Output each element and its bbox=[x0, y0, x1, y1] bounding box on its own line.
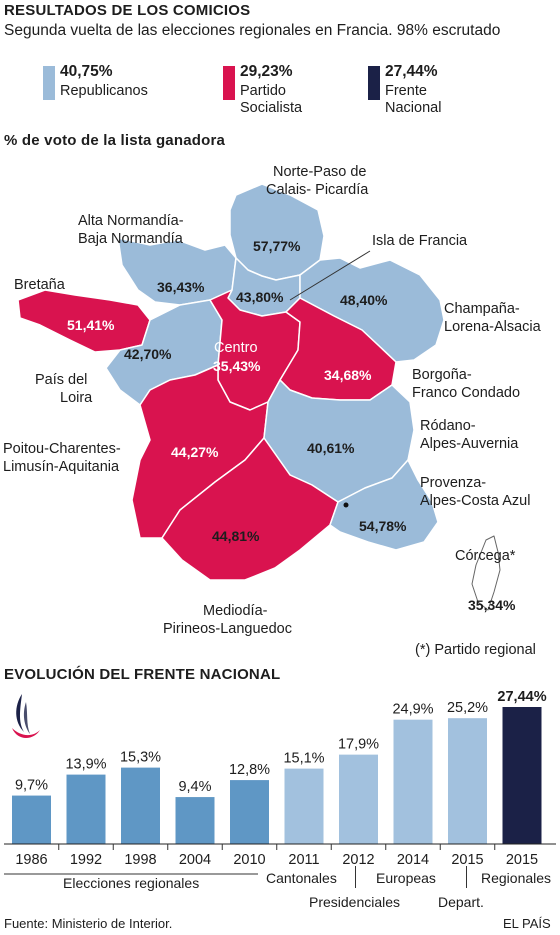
legend-name-frente-2: Nacional bbox=[385, 100, 442, 116]
bar-2015-8 bbox=[448, 718, 487, 844]
x-tick-label-2: 1998 bbox=[124, 852, 156, 868]
bar-value-label-3: 9,4% bbox=[178, 779, 211, 795]
legend-name-socialista-2: Socialista bbox=[240, 100, 303, 116]
region-name-poitou-1: Poitou-Charentes- bbox=[3, 441, 121, 457]
region-name-borgona-1: Borgoña- bbox=[412, 367, 472, 383]
bar-value-label-4: 12,8% bbox=[229, 762, 270, 778]
bar-2011-5 bbox=[284, 768, 324, 844]
group-label-regionales-2015: Regionales bbox=[481, 870, 552, 886]
region-name-rodano-2: Alpes-Auvernia bbox=[420, 436, 519, 452]
bar-value-label-8: 25,2% bbox=[447, 700, 488, 716]
region-pct-loira: 42,70% bbox=[124, 346, 172, 362]
region-pct-normandia: 36,43% bbox=[157, 279, 205, 295]
legend-name-socialista-1: Partido bbox=[240, 83, 286, 99]
x-tick-label-6: 2012 bbox=[342, 852, 374, 868]
bar-value-label-0: 9,7% bbox=[15, 778, 48, 794]
group-label-europeas: Europeas bbox=[376, 870, 436, 886]
legend-pct-republicanos: 40,75% bbox=[60, 63, 113, 80]
legend-pct-socialista: 29,23% bbox=[240, 63, 293, 80]
region-name-champana-2: Lorena-Alsacia bbox=[444, 319, 541, 335]
region-name-rodano-1: Ródano- bbox=[420, 418, 476, 434]
region-name-mediodia-1: Mediodía- bbox=[203, 603, 268, 619]
region-name-bretana: Bretaña bbox=[14, 277, 65, 293]
region-name-norte-1: Norte-Paso de bbox=[273, 164, 367, 180]
region-pct-centro: 35,43% bbox=[213, 358, 261, 374]
city-dot bbox=[343, 502, 349, 508]
region-name-normandia-1: Alta Normandía- bbox=[78, 213, 184, 229]
bar-2004-3 bbox=[175, 797, 215, 844]
legend-swatch-socialista bbox=[223, 66, 235, 100]
bar-1992-1 bbox=[66, 774, 106, 844]
bar-2015-9 bbox=[502, 707, 542, 844]
group-tick-depart bbox=[466, 866, 467, 888]
x-tick-label-4: 2010 bbox=[233, 852, 265, 868]
group-label-presidenciales: Presidenciales bbox=[309, 894, 401, 910]
x-tick-label-9: 2015 bbox=[506, 852, 538, 868]
region-pct-corcega: 35,34% bbox=[468, 597, 516, 613]
legend-pct-frente: 27,44% bbox=[385, 63, 438, 80]
region-name-loira-1: País del bbox=[35, 372, 88, 388]
chart-title: EVOLUCIÓN DEL FRENTE NACIONAL bbox=[4, 666, 281, 683]
x-tick-label-3: 2004 bbox=[179, 852, 211, 868]
region-name-borgona-2: Franco Condado bbox=[412, 385, 521, 401]
map-heading: % de voto de la lista ganadora bbox=[4, 132, 226, 149]
region-name-poitou-2: Limusín-Aquitania bbox=[3, 459, 120, 475]
region-pct-norte: 57,77% bbox=[253, 238, 301, 254]
group-label-depart: Depart. bbox=[438, 894, 484, 910]
region-name-isla: Isla de Francia bbox=[372, 233, 468, 249]
region-name-provenza-2: Alpes-Costa Azul bbox=[420, 493, 531, 509]
region-name-corcega: Córcega* bbox=[455, 548, 516, 564]
group-label-regionales: Elecciones regionales bbox=[63, 875, 200, 891]
region-pct-isla: 43,80% bbox=[236, 289, 284, 305]
region-name-mediodia-2: Pirineos-Languedoc bbox=[163, 621, 292, 637]
region-corcega bbox=[471, 535, 501, 611]
x-tick-label-7: 2014 bbox=[397, 852, 429, 868]
page-title: RESULTADOS DE LOS COMICIOS bbox=[4, 2, 251, 19]
region-name-centro: Centro bbox=[214, 340, 258, 356]
bar-chart: 9,7% 13,9% 15,3% 9,4% 12,8% 15,1% 17,9% 24,9% 25… bbox=[4, 690, 556, 875]
bar-value-label-2: 15,3% bbox=[120, 750, 161, 766]
region-name-loira-2: Loira bbox=[60, 390, 93, 406]
bar-value-label-6: 17,9% bbox=[338, 737, 379, 753]
bar-value-label-7: 24,9% bbox=[392, 702, 433, 718]
region-provenza bbox=[329, 459, 439, 551]
bar-value-label-9: 27,44% bbox=[497, 690, 546, 705]
page-subtitle: Segunda vuelta de las elecciones regiona… bbox=[4, 22, 501, 39]
legend-swatch-republicanos bbox=[43, 66, 55, 100]
region-pct-poitou: 44,27% bbox=[171, 444, 219, 460]
bar-value-label-5: 15,1% bbox=[283, 751, 324, 767]
region-name-norte-2: Calais- Picardía bbox=[266, 182, 369, 198]
frente-nacional-flame-icon bbox=[12, 694, 40, 738]
legend-name-frente-1: Frente bbox=[385, 83, 427, 99]
region-pct-mediodia: 44,81% bbox=[212, 528, 260, 544]
bar-2012-6 bbox=[339, 754, 378, 844]
x-tick-label-1: 1992 bbox=[70, 852, 102, 868]
brand-label: EL PAÍS bbox=[503, 916, 551, 931]
legend-name-republicanos: Republicanos bbox=[60, 83, 148, 99]
bar-1986-0 bbox=[12, 795, 51, 844]
legend-swatch-frente bbox=[368, 66, 380, 100]
region-pct-provenza: 54,78% bbox=[359, 518, 407, 534]
region-pct-rodano: 40,61% bbox=[307, 440, 355, 456]
x-tick-label-8: 2015 bbox=[451, 852, 483, 868]
bar-value-label-1: 13,9% bbox=[65, 757, 106, 773]
region-pct-borgona: 34,68% bbox=[324, 367, 372, 383]
source-note: Fuente: Ministerio de Interior. bbox=[4, 916, 173, 931]
region-name-provenza-1: Provenza- bbox=[420, 475, 487, 491]
x-tick-label-0: 1986 bbox=[15, 852, 47, 868]
bar-2010-4 bbox=[230, 780, 269, 844]
france-map bbox=[17, 183, 501, 611]
region-pct-bretana: 51,41% bbox=[67, 317, 115, 333]
group-label-cantonales: Cantonales bbox=[266, 870, 337, 886]
region-pct-champana: 48,40% bbox=[340, 292, 388, 308]
bar-2014-7 bbox=[393, 719, 433, 844]
group-tick-presidenciales bbox=[355, 866, 356, 888]
map-footnote: (*) Partido regional bbox=[415, 642, 536, 658]
isla-leader-line bbox=[289, 250, 371, 301]
region-name-champana-1: Champaña- bbox=[444, 301, 520, 317]
region-name-normandia-2: Baja Normandía bbox=[78, 231, 183, 247]
x-tick-label-5: 2011 bbox=[288, 852, 319, 868]
bar-1998-2 bbox=[121, 767, 160, 844]
